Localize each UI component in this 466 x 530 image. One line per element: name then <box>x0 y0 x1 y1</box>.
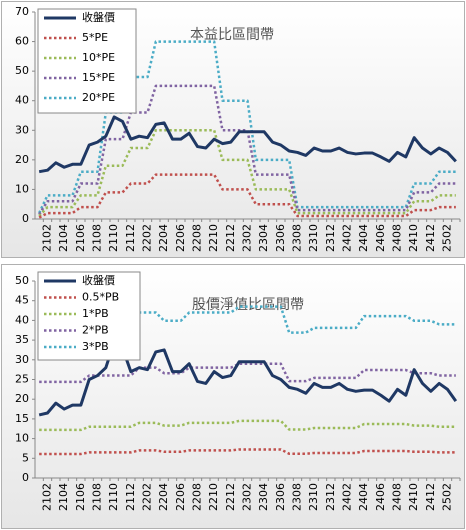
x-tick-label: 2206 <box>174 483 187 511</box>
legend-label: 收盤價 <box>82 10 115 24</box>
x-tick-label: 2406 <box>374 224 387 252</box>
x-tick-label: 2202 <box>141 224 154 252</box>
x-tick-label: 2410 <box>407 483 420 511</box>
chart-title: 股價淨值比區間帶 <box>192 296 304 313</box>
x-tick-label: 2208 <box>191 483 204 511</box>
x-tick-label: 2308 <box>291 224 304 252</box>
legend-label: 15*PE <box>82 71 115 84</box>
legend-label: 5*PE <box>82 31 108 44</box>
y-tick-label: 70 <box>15 5 29 18</box>
y-tick-label: 50 <box>15 64 29 77</box>
x-tick-label: 2202 <box>141 483 154 511</box>
x-tick-label: 2208 <box>191 224 204 252</box>
y-tick-label: 25 <box>15 373 29 386</box>
y-tick-label: 30 <box>15 123 29 136</box>
legend-label: 20*PE <box>82 91 115 104</box>
x-tick-label: 2406 <box>374 483 387 511</box>
x-tick-label: 2104 <box>57 483 70 511</box>
x-tick-label: 2204 <box>157 483 170 511</box>
y-tick-label: 20 <box>15 392 29 405</box>
x-tick-label: 2402 <box>341 483 354 511</box>
x-tick-label: 2310 <box>307 224 320 252</box>
x-tick-label: 2412 <box>424 224 437 252</box>
legend-label: 3*PB <box>82 340 109 353</box>
x-tick-label: 2402 <box>341 224 354 252</box>
series-dotted-line <box>39 305 456 336</box>
x-tick-label: 2112 <box>124 483 137 511</box>
x-tick-label: 2404 <box>357 483 370 511</box>
x-tick-label: 2206 <box>174 224 187 252</box>
y-tick-label: 0 <box>22 471 29 484</box>
x-tick-label: 2306 <box>274 224 287 252</box>
x-tick-label: 2312 <box>324 224 337 252</box>
y-tick-label: 20 <box>15 153 29 166</box>
legend-label: 10*PE <box>82 51 115 64</box>
x-tick-label: 2412 <box>424 483 437 511</box>
x-tick-label: 2212 <box>224 483 237 511</box>
y-tick-label: 40 <box>15 313 29 326</box>
x-tick-label: 2410 <box>407 224 420 252</box>
y-tick-label: 10 <box>15 432 29 445</box>
x-tick-label: 2106 <box>74 483 87 511</box>
x-tick-label: 2108 <box>91 483 104 511</box>
y-tick-label: 50 <box>15 274 29 287</box>
x-tick-label: 2310 <box>307 483 320 511</box>
y-tick-label: 60 <box>15 35 29 48</box>
series-dotted-line <box>39 362 456 384</box>
y-tick-label: 5 <box>22 451 29 464</box>
legend-label: 2*PB <box>82 324 109 337</box>
x-tick-label: 2108 <box>91 224 104 252</box>
x-tick-label: 2302 <box>241 224 254 252</box>
x-tick-label: 2312 <box>324 483 337 511</box>
x-tick-label: 2308 <box>291 483 304 511</box>
x-tick-label: 2304 <box>257 483 270 511</box>
series-dotted-line <box>38 173 456 219</box>
x-tick-label: 2110 <box>107 483 120 511</box>
series-line <box>38 115 457 174</box>
x-tick-label: 2408 <box>391 224 404 252</box>
x-tick-label: 2102 <box>41 483 54 511</box>
y-tick-label: 15 <box>15 412 29 425</box>
y-tick-label: 45 <box>15 294 29 307</box>
chart-title: 本益比區間帶 <box>190 27 274 43</box>
x-tick-label: 2106 <box>74 224 87 252</box>
x-tick-label: 2212 <box>224 224 237 252</box>
legend-box <box>37 271 141 361</box>
legend-label: 收盤價 <box>82 273 115 287</box>
x-tick-label: 2304 <box>257 224 270 252</box>
x-tick-label: 2302 <box>241 483 254 511</box>
x-tick-label: 2502 <box>441 224 454 252</box>
series-dotted-line <box>38 40 456 214</box>
series-dotted-line <box>38 129 456 217</box>
x-tick-label: 2306 <box>274 483 287 511</box>
legend-box <box>37 8 137 114</box>
x-tick-label: 2204 <box>157 224 170 252</box>
y-tick-label: 40 <box>15 94 29 107</box>
x-tick-label: 2502 <box>441 483 454 511</box>
y-tick-label: 10 <box>15 182 29 195</box>
x-tick-label: 2102 <box>41 224 54 252</box>
y-tick-label: 30 <box>15 353 29 366</box>
y-tick-label: 0 <box>22 212 29 225</box>
x-tick-label: 2110 <box>107 224 120 252</box>
legend-label: 1*PB <box>82 307 109 320</box>
x-tick-label: 2112 <box>124 224 137 252</box>
series-dotted-line <box>39 419 456 432</box>
x-tick-label: 2104 <box>57 224 70 252</box>
legend-label: 0.5*PB <box>82 291 119 304</box>
x-tick-label: 2210 <box>207 224 220 252</box>
x-tick-label: 2408 <box>391 483 404 511</box>
x-tick-label: 2404 <box>357 224 370 252</box>
y-tick-label: 35 <box>15 333 29 346</box>
x-tick-label: 2210 <box>207 483 220 511</box>
